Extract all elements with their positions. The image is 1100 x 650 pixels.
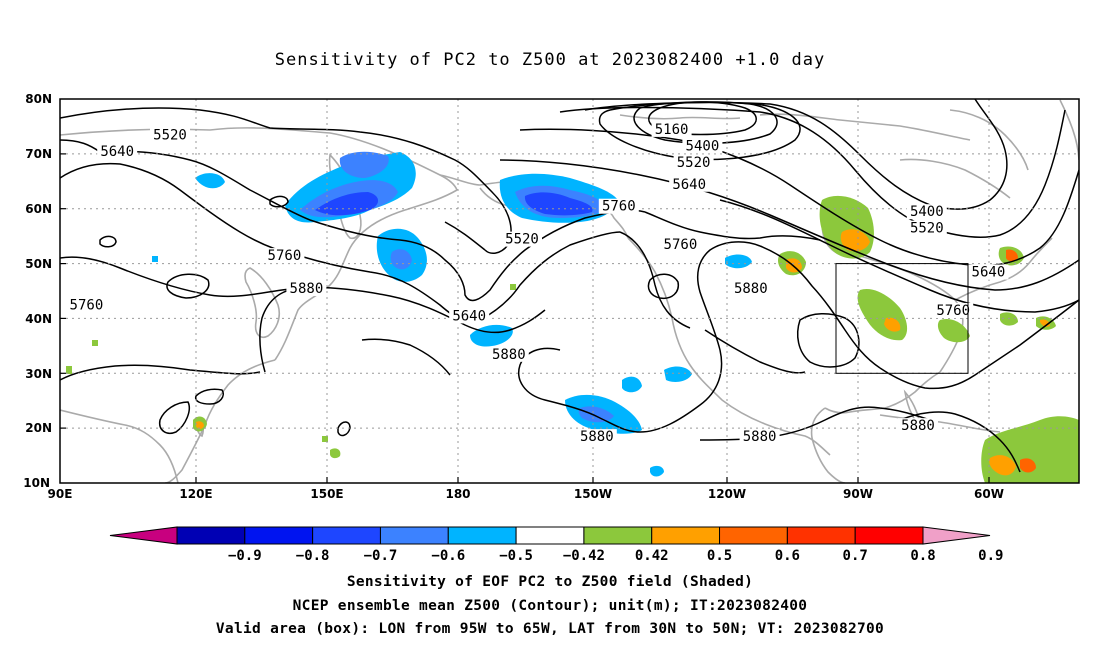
contour-label-bg [906,220,947,236]
contour-label: 5760 [602,199,636,215]
axis-ticks [60,153,990,483]
contour-label-bg [576,429,617,445]
colorbar-high-triangle [922,526,991,545]
colorbar-label: −0.8 [296,548,330,564]
lat-label: 80N [25,92,52,106]
contour-label-bg [598,198,639,214]
contour-label: 5880 [734,281,768,297]
contour-label-bg [669,176,710,192]
colorbar-swatch [786,526,856,545]
valid-area-box [835,263,969,374]
contour-label: 5640 [100,144,134,160]
colorbar-label: 0.5 [707,548,732,564]
contour-label-bg [286,281,327,296]
colorbar-swatch [651,526,721,545]
lon-label: 120W [708,487,746,501]
colorbar-swatch [854,526,924,545]
contour-label: 5760 [664,237,698,253]
longitude-labels: 90E 120E 150E 180 150W 120W 90W 60W [48,487,1004,501]
lat-label: 50N [25,257,52,271]
map-frame [59,98,1080,484]
lat-label: 70N [25,147,52,161]
contour-label-bg [651,121,692,137]
contour-label-bg [730,281,771,296]
contour-label: 5520 [910,221,944,237]
contour-label: 5520 [505,232,539,248]
contour-label-bg [97,143,138,159]
footer-line-1: Sensitivity of EOF PC2 to Z500 field (Sh… [346,574,754,590]
contour-label: 5880 [743,429,777,445]
colorbar-label: −0.7 [364,548,398,564]
colorbar-swatch [379,526,449,545]
colorbar-swatch [515,526,585,545]
contour-label: 5520 [677,155,711,171]
contour-label: 5880 [492,347,526,363]
contour-label-bg [150,127,190,143]
lon-label: 90E [48,487,73,501]
contour-label-bg [502,231,542,247]
contour-label-bg [933,302,974,318]
contour-label: 5400 [686,138,720,154]
contour-label-bg [968,264,1009,280]
contour-label: 5880 [580,429,614,445]
latitude-labels: 80N 70N 60N 50N 40N 30N 20N 10N [23,92,52,490]
colorbar-label: 0.42 [635,548,669,564]
colorbar: −0.9 −0.8 −0.7 −0.6 −0.5 −0.42 0.42 0.5 0.6 0.7 0.… [109,526,1003,564]
lat-label: 20N [25,421,52,435]
contour-label-bg [66,297,107,313]
colorbar-swatch [312,526,381,545]
lon-label: 150E [310,487,343,501]
colorbar-label: −0.6 [431,548,465,564]
contour-label: 5640 [972,265,1006,281]
colorbar-low-triangle [109,526,178,545]
lon-label: 120E [179,487,212,501]
contour-label-bg [739,429,780,445]
contour-label-bg [264,248,305,264]
contour-label: 5520 [153,127,187,143]
lon-label: 150W [574,487,612,501]
contour-label-bg [488,346,529,362]
contour-label-bg [682,138,723,154]
map-title: Sensitivity of PC2 to Z500 at 2023082400… [274,50,826,70]
colorbar-label: 0.8 [910,548,935,564]
footer-line-3: Valid area (box): LON from 95W to 65W, L… [215,621,885,637]
lat-label: 40N [25,312,52,326]
colorbar-swatch [719,526,788,545]
lat-label: 30N [25,367,52,381]
contour-label: 5760 [70,297,104,313]
contour-label-bg [898,418,938,434]
lat-label: 60N [25,202,52,216]
colorbar-label: −0.9 [228,548,262,564]
colorbar-label: 0.7 [843,548,868,564]
contour-label: 5880 [901,418,935,434]
lon-label: 180 [445,487,470,501]
contour-label-bg [449,308,490,324]
contour-label-bg [906,204,947,220]
colorbar-swatch [583,526,653,545]
lon-label: 90W [843,487,873,501]
colorbar-swatch [447,526,517,545]
contour-label: 5640 [672,177,706,193]
colorbar-swatch [176,526,246,545]
colorbar-swatch [244,526,314,545]
contour-label: 5880 [290,281,324,297]
contour-label: 5640 [452,308,486,324]
contour-label-bg [673,154,714,170]
colorbar-label: −0.5 [499,548,533,564]
colorbar-label: 0.6 [775,548,800,564]
colorbar-label: 0.9 [978,548,1003,564]
footer-line-2: NCEP ensemble mean Z500 (Contour); unit(… [292,598,808,614]
lon-label: 60W [974,487,1004,501]
contour-label: 5400 [910,204,944,220]
contour-label: 5160 [655,122,689,138]
contour-label: 5760 [936,303,970,319]
lat-label: 10N [23,476,50,490]
map-gridlines [60,99,1079,483]
colorbar-label: −0.42 [563,548,605,564]
contour-label-bg [660,237,701,253]
contour-label: 5760 [268,248,302,264]
z500-contours [60,99,1079,473]
